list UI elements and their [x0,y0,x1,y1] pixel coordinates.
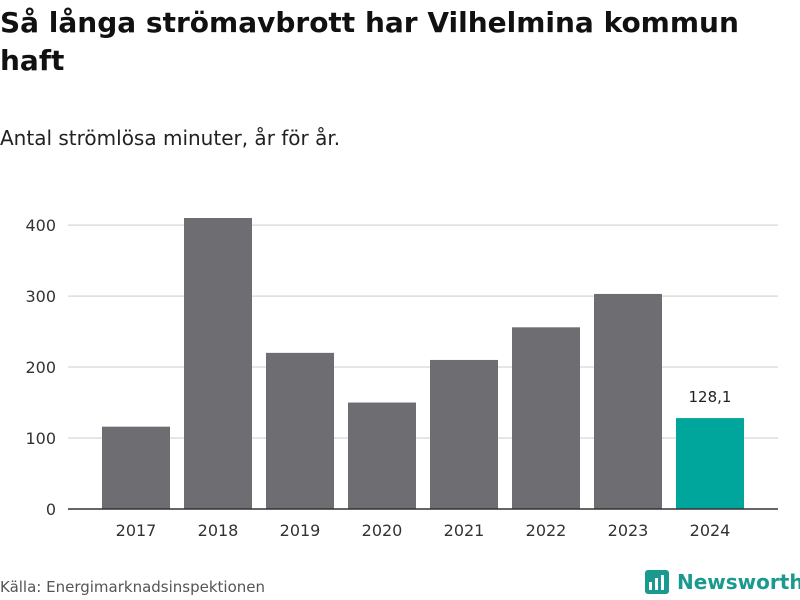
x-tick-label: 2024 [690,521,731,540]
x-tick-label: 2023 [608,521,649,540]
x-tick-label: 2020 [362,521,403,540]
y-tick-label: 100 [25,429,56,448]
bar-2022 [512,327,580,509]
bar-chart: 0 100 200 300 400 2017 2018 2019 2020 2021 2022 202… [25,216,778,540]
bar-2018 [184,218,252,509]
bar-2024 [676,418,744,509]
y-tick-label: 0 [46,500,56,519]
x-tick-label: 2018 [198,521,239,540]
bar-2019 [266,352,334,509]
data-label: 128,1 [689,388,732,406]
x-tick-label: 2022 [526,521,567,540]
y-tick-label: 300 [25,287,56,306]
x-tick-label: 2021 [444,521,485,540]
chart-title: Så långa strömavbrott har Vilhelmina kom… [0,6,739,77]
bar-2021 [430,359,498,509]
bar-2017 [102,426,170,509]
x-tick-label: 2019 [280,521,321,540]
newsworthy-logo-icon [645,570,669,594]
y-tick-label: 200 [25,358,56,377]
source-note: Källa: Energimarknadsinspektionen [0,578,266,596]
brand-name: Newsworthy [677,570,800,594]
x-tick-label: 2017 [116,521,157,540]
y-tick-label: 400 [25,216,56,235]
brand-logo: Newsworthy [645,570,800,594]
bar-2020 [348,402,416,509]
bar-2023 [594,293,662,509]
chart-subtitle: Antal strömlösa minuter, år för år. [0,126,341,150]
